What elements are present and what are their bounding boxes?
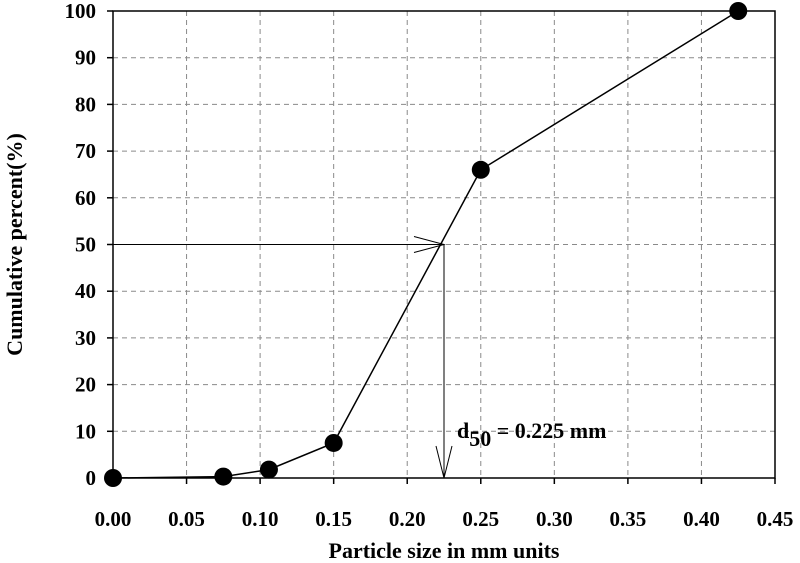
x-tick-label: 0.25 [462,507,499,531]
data-series [104,2,748,487]
y-tick-label: 0 [86,466,97,490]
x-tick-label: 0.05 [168,507,205,531]
d50-label-subscript: 50 [469,426,491,451]
x-axis-title: Particle size in mm units [329,538,560,563]
x-tick-label: 0.30 [536,507,573,531]
y-tick-label: 80 [75,92,96,116]
y-tick-label: 50 [75,233,96,257]
d50-annotation: d50 = 0.225 mm [113,236,606,479]
data-point [104,469,122,487]
d50-label-d: d [457,418,469,443]
x-tick-label: 0.00 [95,507,132,531]
y-tick-label: 90 [75,46,96,70]
x-tick-label: 0.35 [610,507,647,531]
y-tick-label: 10 [75,419,96,443]
data-point [259,460,278,479]
x-tick-label: 0.10 [242,507,279,531]
y-tick-label: 100 [65,0,97,23]
y-axis-title: Cumulative percent(%) [2,133,27,356]
y-tick-label: 30 [75,326,96,350]
axis-ticks: 0.00 0.05 0.10 0.15 0.20 0.25 0.30 0.35 0.40 0.45… [65,0,794,531]
data-point [471,160,490,179]
data-point [324,433,343,452]
y-tick-label: 20 [75,373,96,397]
data-point [729,2,748,20]
x-tick-label: 0.40 [683,507,720,531]
data-point [214,467,233,486]
d50-label: d50 = 0.225 mm [457,418,606,451]
y-tick-label: 40 [75,279,96,303]
x-tick-label: 0.45 [757,507,794,531]
x-tick-label: 0.20 [389,507,426,531]
x-tick-label: 0.15 [315,507,352,531]
d50-label-value: = 0.225 mm [491,418,606,443]
series-line [112,10,739,479]
y-tick-label: 60 [75,186,96,210]
y-tick-label: 70 [75,139,96,163]
arrowhead-down-icon [435,445,453,479]
